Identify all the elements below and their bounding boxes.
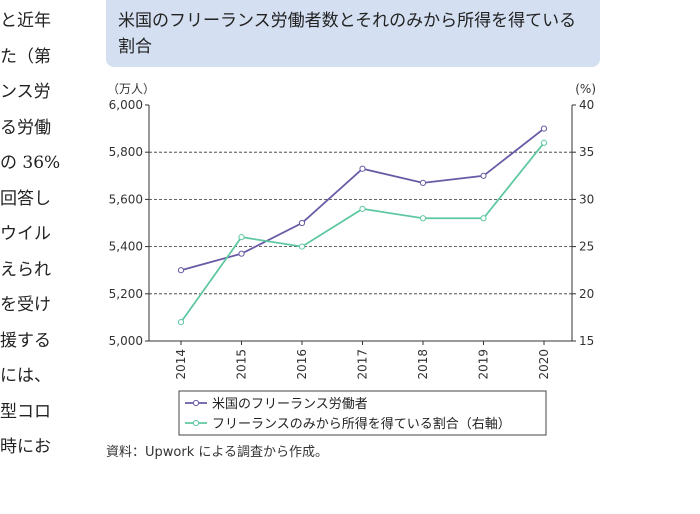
y-left-tick-label: 6,000 — [109, 98, 143, 112]
y-right-tick-label: 30 — [579, 192, 594, 206]
data-point-2 — [238, 234, 245, 241]
data-point-2 — [298, 243, 306, 250]
side-text-line: の 36% — [0, 153, 61, 173]
side-text-line: る労働 — [0, 117, 51, 138]
side-body-text: と近年た（第ンス労る労働の 36% 回答しウイルえられを受け援するには、型コロ時に… — [0, 4, 68, 466]
legend — [178, 390, 547, 436]
side-text-line: 時にお — [0, 437, 51, 457]
y-left-unit: （万人） — [107, 82, 155, 96]
x-tick-label: 2016 — [295, 349, 309, 380]
data-point-1 — [540, 125, 548, 132]
y-right-tick-label: 35 — [579, 145, 594, 159]
side-text-line: ウイル — [0, 224, 51, 244]
source-note: 資料：Upwork による調査から作成。 — [106, 445, 328, 460]
y-left-tick-label: 5,000 — [109, 334, 143, 348]
legend-swatch-marker-1 — [192, 399, 200, 407]
side-text-line: えられ — [0, 259, 51, 280]
data-point-2 — [480, 215, 487, 222]
x-tick-label: 2018 — [416, 349, 430, 380]
x-tick-label: 2020 — [537, 349, 551, 380]
x-tick-label: 2019 — [477, 349, 491, 380]
data-point-2 — [359, 205, 366, 212]
y-left-tick-label: 5,200 — [109, 287, 143, 301]
side-text-line: を受け — [0, 295, 51, 315]
data-point-1 — [419, 179, 427, 186]
y-left-tick-label: 5,800 — [109, 145, 143, 159]
y-left-tick-label: 5,400 — [109, 240, 143, 254]
data-point-1 — [480, 172, 487, 179]
data-point-1 — [298, 219, 306, 227]
x-tick-label: 2017 — [356, 349, 370, 380]
data-point-1 — [177, 267, 185, 274]
data-point-1 — [359, 165, 366, 172]
side-text-line: 援する — [0, 330, 51, 351]
side-text-line: と近年 — [0, 11, 51, 31]
x-tick-label: 2015 — [235, 349, 249, 380]
side-text-line: ンス労 — [0, 82, 51, 102]
side-text-line: た（第 — [0, 46, 51, 67]
y-right-tick-label: 25 — [579, 240, 594, 254]
y-right-tick-label: 40 — [579, 98, 594, 112]
y-left-tick-label: 5,600 — [109, 192, 143, 206]
data-point-2 — [540, 139, 548, 146]
chart-title: 米国のフリーランス労働者数とそれのみから所得を得ている割合 — [106, 0, 600, 67]
side-text-line: 型コロ — [0, 401, 51, 422]
y-right-tick-label: 15 — [579, 334, 594, 348]
data-point-2 — [177, 319, 185, 326]
side-text-line: には、 — [0, 366, 51, 386]
data-point-2 — [419, 215, 427, 222]
y-right-tick-label: 20 — [579, 287, 594, 301]
legend-label-1: 米国のフリーランス労働者 — [212, 397, 368, 412]
side-text-line: 回答し — [0, 188, 51, 209]
data-point-1 — [238, 250, 245, 257]
y-right-unit: (%) — [575, 82, 596, 96]
legend-label-2: フリーランスのみから所得を得ている割合（右軸） — [212, 416, 511, 432]
x-tick-label: 2014 — [174, 349, 188, 380]
legend-swatch-marker-2 — [192, 419, 200, 427]
